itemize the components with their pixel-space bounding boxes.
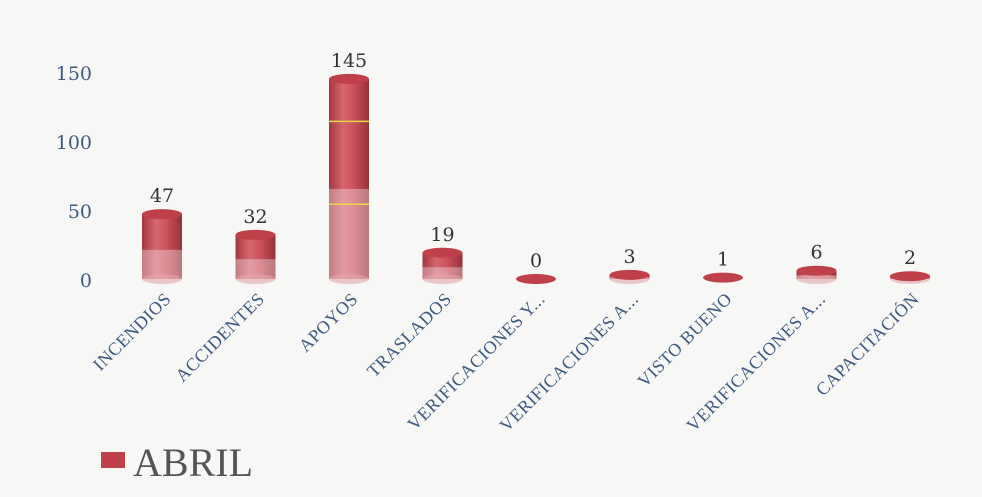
bar-top — [142, 209, 182, 220]
data-label: 2 — [904, 247, 916, 269]
bar: 47 — [142, 185, 182, 284]
legend: ABRIL — [101, 440, 253, 485]
data-label: 32 — [243, 206, 267, 228]
x-tick-label: ACCIDENTES — [171, 289, 268, 386]
x-tick-label: VISTO BUENO — [634, 289, 736, 391]
x-tick-label: INCENDIOS — [89, 289, 175, 375]
bar-fade — [235, 259, 276, 279]
bar-top — [703, 272, 743, 283]
bar-top — [890, 271, 930, 282]
y-tick-label: 150 — [56, 63, 92, 85]
bar: 32 — [235, 206, 276, 284]
data-label: 3 — [623, 246, 635, 268]
x-tick-label: CAPACITACIÓN — [811, 288, 923, 400]
bar-top — [235, 229, 276, 240]
bar-top — [516, 274, 556, 284]
bar-base — [142, 274, 182, 284]
x-tick-label: TRASLADOS — [363, 289, 455, 381]
y-tick-label: 100 — [56, 132, 92, 154]
data-label: 6 — [810, 242, 822, 264]
data-label: 1 — [717, 249, 729, 271]
bar-fade — [422, 267, 463, 279]
y-tick-label: 0 — [80, 270, 92, 292]
bar-body — [329, 78, 369, 280]
legend-swatch — [101, 452, 125, 468]
bar: 6 — [796, 242, 837, 284]
x-tick-label: APOYOS — [295, 289, 362, 356]
bar-base — [796, 274, 837, 284]
data-label: 47 — [150, 185, 174, 207]
bar-base — [422, 274, 463, 284]
bar-base — [329, 274, 369, 284]
bar: 2 — [890, 247, 930, 284]
bar: 1 — [703, 249, 743, 283]
bar-top — [796, 265, 837, 276]
y-tick-label: 50 — [68, 201, 92, 223]
bar-fade — [329, 188, 369, 279]
bar: 145 — [329, 50, 369, 284]
bar-base — [235, 274, 276, 284]
data-label: 19 — [430, 224, 454, 246]
bar-top — [609, 269, 650, 280]
legend-label: ABRIL — [133, 440, 253, 485]
bar-body — [235, 234, 276, 279]
bar: 3 — [609, 246, 650, 284]
data-label: 145 — [331, 50, 367, 72]
bar-body — [142, 214, 182, 279]
bar: 19 — [422, 224, 463, 284]
y-axis: 0 50 100 150 — [56, 63, 92, 292]
bars: 47 32 145 19 0 3 1 6 2 — [142, 50, 930, 284]
bar-top — [422, 247, 463, 258]
bar-top — [329, 73, 369, 84]
data-label: 0 — [530, 250, 542, 272]
bar: 0 — [516, 250, 556, 284]
